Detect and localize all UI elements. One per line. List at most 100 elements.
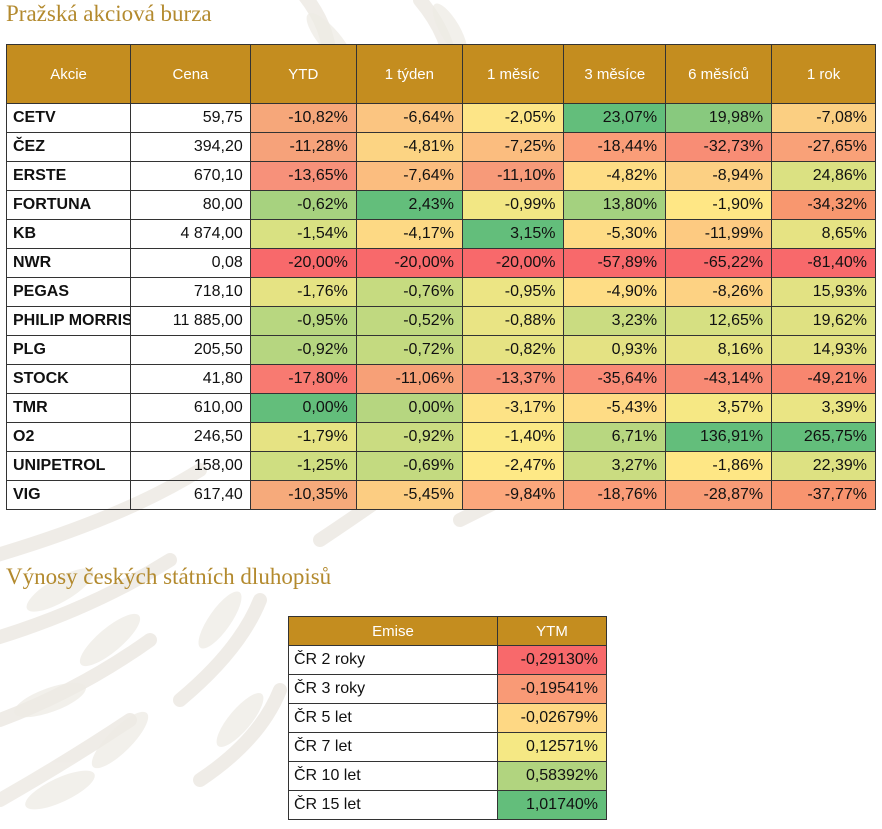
performance-cell: -2,47% [461,451,565,481]
performance-cell: -0,95% [249,306,357,336]
table-row: FORTUNA 80,00 -0,62% 2,43% -0,99% 13,80% -1,90… [5,190,876,220]
price-cell: 670,10 [130,161,251,191]
performance-cell: -28,87% [665,480,773,510]
performance-cell: -13,65% [249,161,357,191]
performance-cell: -34,32% [771,190,876,220]
performance-cell: -0,72% [355,335,463,365]
performance-cell: -13,37% [461,364,565,394]
performance-cell: -8,26% [665,277,773,307]
performance-cell: -0,82% [461,335,565,365]
bond-yields-table: Emise YTM ČR 2 roky -0,29130% ČR 3 roky -0,… [288,616,607,820]
price-cell: 718,10 [130,277,251,307]
table-row: PHILIP MORRIS 11 885,00 -0,95% -0,52% -0,88%… [5,306,876,336]
performance-cell: -7,08% [771,103,876,133]
performance-cell: -0,62% [249,190,357,220]
stock-name-cell: FORTUNA [5,190,132,220]
performance-cell: -10,82% [249,103,357,133]
performance-cell: -20,00% [249,248,357,278]
stocks-section-title: Pražská akciová burza [6,1,212,26]
performance-cell: -1,90% [665,190,773,220]
bonds-header-row: Emise YTM [288,616,607,646]
performance-cell: 3,23% [563,306,667,336]
table-row: KB 4 874,00 -1,54% -4,17% 3,15% -5,30% -11,99%… [5,219,876,249]
performance-cell: 12,65% [665,306,773,336]
price-cell: 80,00 [130,190,251,220]
stock-name-cell: KB [5,219,132,249]
column-header: 3 měsíce [563,44,667,104]
performance-cell: -37,77% [771,480,876,510]
performance-cell: 24,86% [771,161,876,191]
price-cell: 205,50 [130,335,251,365]
performance-cell: -1,40% [461,422,565,452]
stock-exchange-table: Akcie Cena YTD 1 týden 1 měsíc 3 měsíce … [5,44,876,510]
performance-cell: 8,16% [665,335,773,365]
performance-cell: 23,07% [563,103,667,133]
column-header: 1 měsíc [461,44,565,104]
table-row: ČR 3 roky -0,19541% [288,674,607,704]
stock-name-cell: STOCK [5,364,132,394]
performance-cell: -0,88% [461,306,565,336]
table-row: NWR 0,08 -20,00% -20,00% -20,00% -57,89% -65,2… [5,248,876,278]
ytm-cell: 0,12571% [497,732,607,762]
performance-cell: 3,15% [461,219,565,249]
price-cell: 246,50 [130,422,251,452]
column-header: 1 rok [771,44,876,104]
table-row: ČR 5 let -0,02679% [288,703,607,733]
price-cell: 158,00 [130,451,251,481]
table-row: ČR 7 let 0,12571% [288,732,607,762]
bond-issue-cell: ČR 7 let [288,732,498,762]
table-row: TMR 610,00 0,00% 0,00% -3,17% -5,43% 3,57% 3,39… [5,393,876,423]
performance-cell: -10,35% [249,480,357,510]
stock-name-cell: TMR [5,393,132,423]
bond-issue-cell: ČR 10 let [288,761,498,791]
table-row: ČR 15 let 1,01740% [288,790,607,820]
performance-cell: -1,79% [249,422,357,452]
stock-name-cell: NWR [5,248,132,278]
performance-cell: 19,98% [665,103,773,133]
column-header: 6 měsíců [665,44,773,104]
ytm-cell: 1,01740% [497,790,607,820]
performance-cell: -3,17% [461,393,565,423]
performance-cell: -35,64% [563,364,667,394]
performance-cell: 3,39% [771,393,876,423]
column-header: Akcie [5,44,132,104]
performance-cell: -0,99% [461,190,565,220]
performance-cell: -0,95% [461,277,565,307]
stock-name-cell: PHILIP MORRIS [5,306,132,336]
performance-cell: -0,92% [249,335,357,365]
performance-cell: -1,76% [249,277,357,307]
performance-cell: 0,00% [249,393,357,423]
performance-cell: -8,94% [665,161,773,191]
performance-cell: -0,92% [355,422,463,452]
stocks-header-row: Akcie Cena YTD 1 týden 1 měsíc 3 měsíce … [5,44,876,104]
table-row: ČEZ 394,20 -11,28% -4,81% -7,25% -18,44% -32,7… [5,132,876,162]
bonds-section-title: Výnosy českých státních dluhopisů [6,564,332,589]
performance-cell: -2,05% [461,103,565,133]
performance-cell: -1,25% [249,451,357,481]
performance-cell: -5,45% [355,480,463,510]
performance-cell: -57,89% [563,248,667,278]
table-row: CETV 59,75 -10,82% -6,64% -2,05% 23,07% 19,98%… [5,103,876,133]
price-cell: 59,75 [130,103,251,133]
performance-cell: -4,81% [355,132,463,162]
performance-cell: 0,00% [355,393,463,423]
table-row: O2 246,50 -1,79% -0,92% -1,40% 6,71% 136,91% 26… [5,422,876,452]
performance-cell: -18,76% [563,480,667,510]
performance-cell: -5,43% [563,393,667,423]
performance-cell: 0,93% [563,335,667,365]
column-header: YTM [497,616,607,646]
table-row: ČR 10 let 0,58392% [288,761,607,791]
price-cell: 617,40 [130,480,251,510]
performance-cell: 6,71% [563,422,667,452]
performance-cell: -49,21% [771,364,876,394]
performance-cell: -20,00% [461,248,565,278]
ytm-cell: 0,58392% [497,761,607,791]
performance-cell: -7,64% [355,161,463,191]
stock-name-cell: PLG [5,335,132,365]
performance-cell: 22,39% [771,451,876,481]
performance-cell: 3,57% [665,393,773,423]
performance-cell: 2,43% [355,190,463,220]
price-cell: 4 874,00 [130,219,251,249]
performance-cell: -20,00% [355,248,463,278]
